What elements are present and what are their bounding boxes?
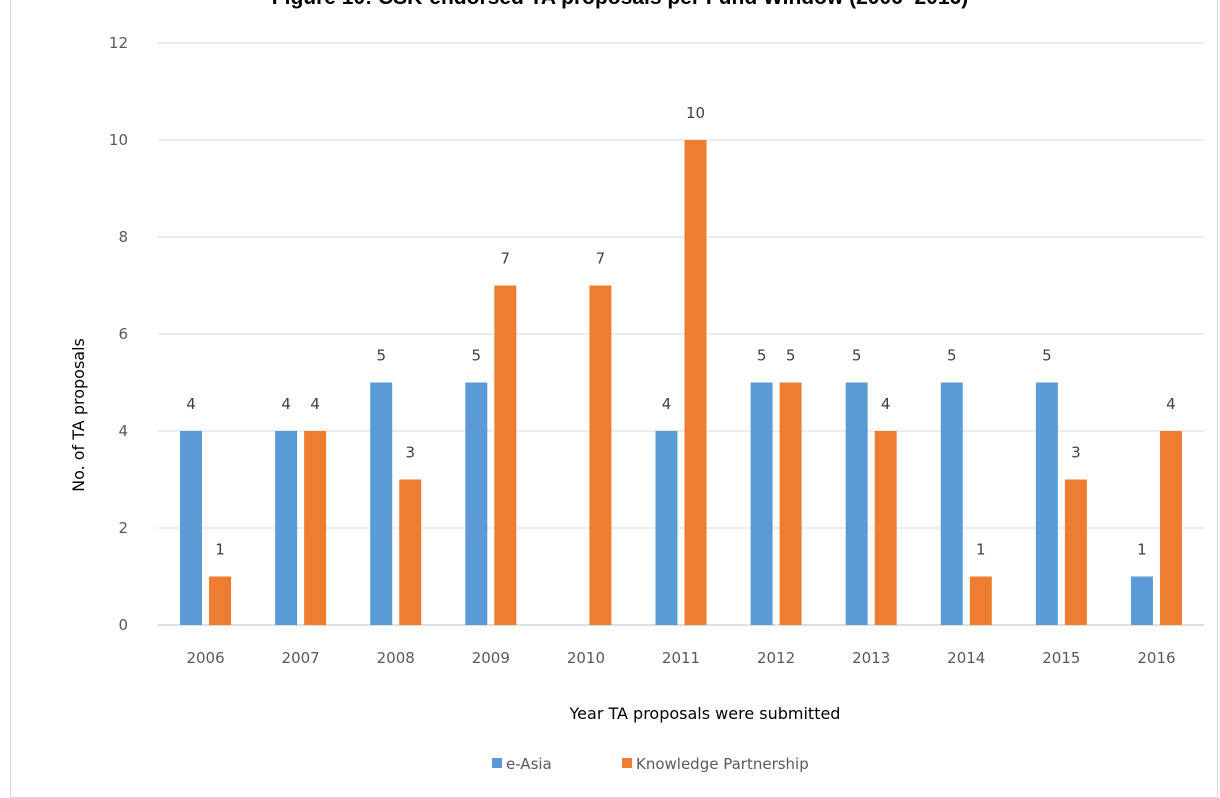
x-axis-ticks: 2006 2007 2008 2009 2010 2011 2012 2013 2014 2015… bbox=[186, 649, 1175, 667]
bar bbox=[494, 285, 517, 625]
legend-label: e-Asia bbox=[506, 755, 552, 773]
bar bbox=[399, 479, 422, 625]
x-tick-label: 2009 bbox=[472, 649, 510, 667]
data-label: 5 bbox=[786, 347, 796, 365]
bar bbox=[1035, 382, 1058, 625]
data-label: 4 bbox=[1166, 395, 1176, 413]
chart-frame bbox=[10, 0, 1218, 798]
data-label: 1 bbox=[976, 541, 986, 559]
data-label: 1 bbox=[215, 541, 225, 559]
bar bbox=[684, 140, 707, 625]
data-label: 3 bbox=[405, 444, 415, 462]
x-tick-label: 2013 bbox=[852, 649, 890, 667]
y-tick-label: 6 bbox=[118, 325, 128, 343]
legend-swatch bbox=[622, 758, 632, 768]
data-label: 4 bbox=[281, 395, 291, 413]
gridlines bbox=[158, 42, 1204, 626]
bar bbox=[589, 285, 612, 625]
data-label: 3 bbox=[1071, 444, 1081, 462]
data-labels: 4 1 4 4 5 3 5 7 7 4 10 5 5 5 4 5 1 5 3 1 4 bbox=[186, 104, 1175, 559]
x-tick-label: 2011 bbox=[662, 649, 700, 667]
bar bbox=[1064, 479, 1087, 625]
x-tick-label: 2016 bbox=[1137, 649, 1175, 667]
bar bbox=[1159, 431, 1182, 625]
data-label: 7 bbox=[596, 250, 606, 268]
bar bbox=[1130, 576, 1153, 625]
x-tick-label: 2012 bbox=[757, 649, 795, 667]
data-label: 5 bbox=[376, 347, 386, 365]
bar bbox=[940, 382, 963, 625]
data-label: 5 bbox=[472, 347, 482, 365]
legend-label: Knowledge Partnership bbox=[636, 755, 809, 773]
y-axis-ticks: 0 2 4 6 8 10 12 bbox=[109, 34, 128, 634]
data-label: 4 bbox=[881, 395, 891, 413]
bar bbox=[845, 382, 868, 625]
bar bbox=[874, 431, 897, 625]
data-label: 4 bbox=[662, 395, 672, 413]
legend-swatch bbox=[492, 758, 502, 768]
data-label: 4 bbox=[186, 395, 196, 413]
bar bbox=[209, 576, 232, 625]
bar bbox=[779, 382, 802, 625]
y-tick-label: 4 bbox=[118, 422, 128, 440]
x-tick-label: 2015 bbox=[1042, 649, 1080, 667]
x-tick-label: 2010 bbox=[567, 649, 605, 667]
y-tick-label: 0 bbox=[118, 616, 128, 634]
bar bbox=[969, 576, 992, 625]
data-label: 5 bbox=[757, 347, 767, 365]
bar bbox=[275, 431, 298, 625]
chart-title: Figure 10: CSK-endorsed TA proposals per… bbox=[0, 0, 1220, 10]
x-tick-label: 2008 bbox=[377, 649, 415, 667]
bar bbox=[465, 382, 488, 625]
y-axis-title: No. of TA proposals bbox=[69, 338, 88, 492]
bar bbox=[750, 382, 773, 625]
data-label: 7 bbox=[501, 250, 511, 268]
data-label: 5 bbox=[1042, 347, 1052, 365]
x-tick-label: 2007 bbox=[282, 649, 320, 667]
bar bbox=[655, 431, 678, 625]
bars bbox=[180, 140, 1182, 625]
x-tick-label: 2014 bbox=[947, 649, 985, 667]
bar bbox=[304, 431, 327, 625]
data-label: 4 bbox=[310, 395, 320, 413]
data-label: 1 bbox=[1137, 541, 1147, 559]
bar bbox=[180, 431, 203, 625]
x-tick-label: 2006 bbox=[186, 649, 224, 667]
data-label: 5 bbox=[947, 347, 957, 365]
data-label: 5 bbox=[852, 347, 862, 365]
x-axis-title: Year TA proposals were submitted bbox=[569, 704, 841, 723]
bar bbox=[370, 382, 393, 625]
y-tick-label: 2 bbox=[118, 519, 128, 537]
y-tick-label: 10 bbox=[109, 131, 128, 149]
y-tick-label: 8 bbox=[118, 228, 128, 246]
y-tick-label: 12 bbox=[109, 34, 128, 52]
data-label: 10 bbox=[686, 104, 705, 122]
legend: e-Asia Knowledge Partnership bbox=[492, 755, 809, 773]
